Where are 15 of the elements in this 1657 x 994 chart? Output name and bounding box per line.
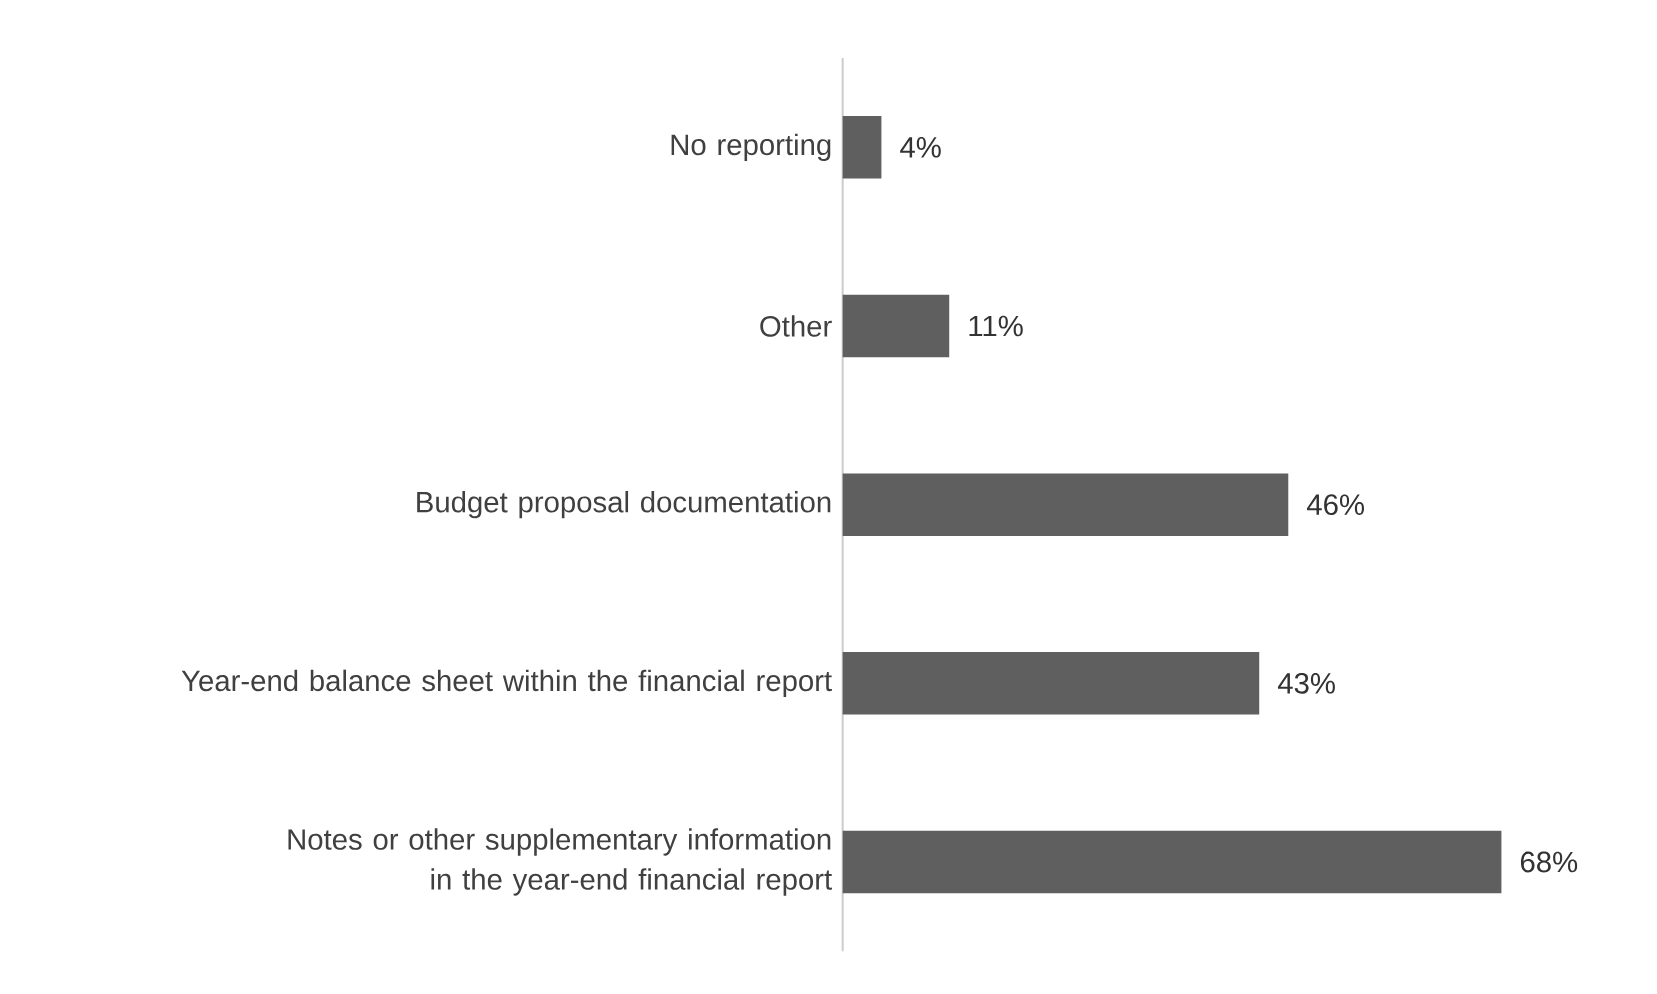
bar xyxy=(842,652,1260,715)
data-label: 43% xyxy=(1277,672,1335,694)
y-tick-label: Budget proposal documentation xyxy=(417,490,831,519)
y-tick-label: Year-end balance sheet within the financial report xyxy=(181,669,832,697)
data-label: 11% xyxy=(969,315,1023,337)
bar xyxy=(842,294,950,358)
bar xyxy=(842,473,1289,536)
y-tick-label: No reporting xyxy=(671,133,831,161)
data-label: 46% xyxy=(1307,494,1364,516)
data-label: 4% xyxy=(900,137,941,158)
y-tick-label: Other xyxy=(760,315,832,337)
y-tick-label: Notes or other supplementary information in the year-end financial report xyxy=(288,828,832,896)
bar xyxy=(842,116,882,179)
data-label: 68% xyxy=(1520,851,1578,873)
bar xyxy=(842,830,1502,894)
